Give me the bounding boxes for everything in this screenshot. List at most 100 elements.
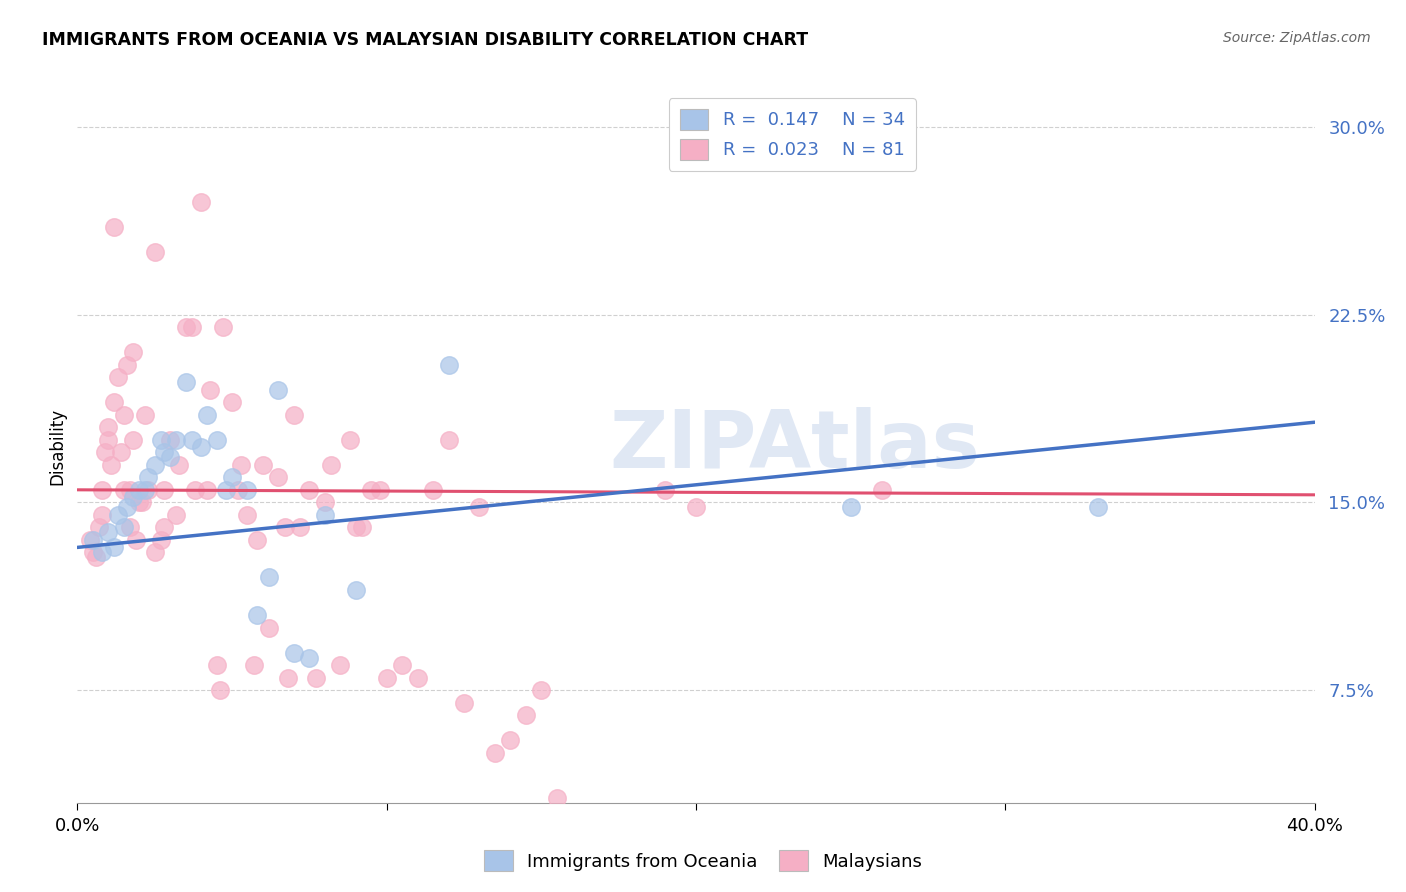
Point bbox=[112, 483, 135, 497]
Point bbox=[84, 550, 107, 565]
Point bbox=[273, 520, 295, 534]
Point bbox=[153, 445, 176, 459]
Point bbox=[143, 545, 166, 559]
Point bbox=[174, 320, 197, 334]
Point bbox=[153, 520, 176, 534]
Point bbox=[870, 483, 893, 497]
Point bbox=[208, 683, 231, 698]
Point bbox=[138, 470, 160, 484]
Point bbox=[169, 458, 191, 472]
Point bbox=[314, 508, 336, 522]
Point bbox=[484, 746, 506, 760]
Point bbox=[499, 733, 522, 747]
Point bbox=[339, 433, 361, 447]
Point bbox=[159, 450, 181, 465]
Point bbox=[115, 358, 138, 372]
Point bbox=[149, 433, 172, 447]
Point bbox=[226, 483, 249, 497]
Point bbox=[165, 508, 187, 522]
Point bbox=[118, 483, 141, 497]
Point bbox=[180, 433, 202, 447]
Text: ZIPAtlas: ZIPAtlas bbox=[610, 407, 980, 485]
Point bbox=[91, 508, 114, 522]
Point bbox=[530, 683, 553, 698]
Legend: R =  0.147    N = 34, R =  0.023    N = 81: R = 0.147 N = 34, R = 0.023 N = 81 bbox=[669, 98, 915, 170]
Point bbox=[165, 433, 187, 447]
Point bbox=[314, 495, 336, 509]
Point bbox=[97, 525, 120, 540]
Point bbox=[370, 483, 392, 497]
Point bbox=[79, 533, 101, 547]
Point bbox=[221, 470, 243, 484]
Point bbox=[329, 658, 352, 673]
Point bbox=[190, 440, 212, 454]
Text: Source: ZipAtlas.com: Source: ZipAtlas.com bbox=[1223, 31, 1371, 45]
Point bbox=[246, 607, 269, 622]
Point bbox=[195, 408, 218, 422]
Point bbox=[91, 545, 114, 559]
Point bbox=[350, 520, 373, 534]
Point bbox=[839, 500, 862, 515]
Y-axis label: Disability: Disability bbox=[48, 408, 66, 484]
Point bbox=[277, 671, 299, 685]
Point bbox=[195, 483, 218, 497]
Point bbox=[190, 194, 212, 209]
Point bbox=[159, 433, 181, 447]
Text: IMMIGRANTS FROM OCEANIA VS MALAYSIAN DISABILITY CORRELATION CHART: IMMIGRANTS FROM OCEANIA VS MALAYSIAN DIS… bbox=[42, 31, 808, 49]
Point bbox=[242, 658, 264, 673]
Point bbox=[97, 433, 120, 447]
Point bbox=[112, 408, 135, 422]
Point bbox=[103, 395, 125, 409]
Point bbox=[246, 533, 269, 547]
Point bbox=[215, 483, 238, 497]
Point bbox=[122, 345, 145, 359]
Point bbox=[134, 408, 156, 422]
Point bbox=[134, 483, 156, 497]
Point bbox=[283, 408, 305, 422]
Point bbox=[143, 458, 166, 472]
Point bbox=[143, 244, 166, 259]
Point bbox=[257, 570, 280, 584]
Point bbox=[236, 483, 259, 497]
Point bbox=[453, 696, 475, 710]
Point bbox=[128, 483, 150, 497]
Point bbox=[115, 500, 138, 515]
Point bbox=[128, 495, 150, 509]
Point bbox=[344, 582, 367, 597]
Point bbox=[236, 508, 259, 522]
Point bbox=[283, 646, 305, 660]
Point bbox=[468, 500, 491, 515]
Point bbox=[97, 420, 120, 434]
Point bbox=[298, 650, 321, 665]
Point bbox=[654, 483, 676, 497]
Point bbox=[515, 708, 537, 723]
Point bbox=[110, 445, 132, 459]
Point bbox=[437, 358, 460, 372]
Point bbox=[82, 545, 104, 559]
Point bbox=[319, 458, 342, 472]
Point bbox=[82, 533, 104, 547]
Point bbox=[100, 458, 122, 472]
Point bbox=[267, 470, 290, 484]
Point bbox=[107, 508, 129, 522]
Point bbox=[103, 541, 125, 555]
Point bbox=[103, 219, 125, 234]
Point bbox=[546, 790, 568, 805]
Point bbox=[174, 375, 197, 389]
Point bbox=[118, 520, 141, 534]
Point bbox=[112, 520, 135, 534]
Legend: Immigrants from Oceania, Malaysians: Immigrants from Oceania, Malaysians bbox=[477, 843, 929, 879]
Point bbox=[360, 483, 382, 497]
Point bbox=[406, 671, 429, 685]
Point bbox=[685, 500, 707, 515]
Point bbox=[94, 445, 117, 459]
Point bbox=[422, 483, 444, 497]
Point bbox=[87, 520, 110, 534]
Point bbox=[107, 370, 129, 384]
Point bbox=[221, 395, 243, 409]
Point bbox=[211, 320, 233, 334]
Point bbox=[231, 458, 253, 472]
Point bbox=[375, 671, 398, 685]
Point bbox=[125, 533, 148, 547]
Point bbox=[252, 458, 274, 472]
